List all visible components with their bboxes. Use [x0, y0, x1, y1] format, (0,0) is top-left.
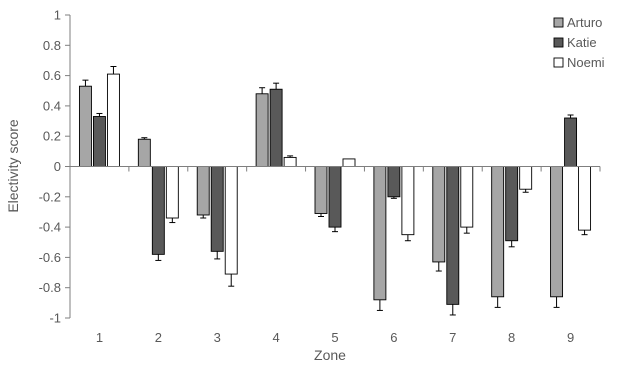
x-tick-label-zone-3: 3	[214, 330, 221, 345]
bar-katie-zone-5	[328, 166, 342, 228]
bar-noemi-zone-3	[224, 166, 238, 275]
legend-label-arturo: Arturo	[567, 15, 602, 30]
x-tick-label-zone-2: 2	[155, 330, 162, 345]
bar-katie-zone-9	[564, 117, 578, 167]
bar-noemi-zone-8	[519, 166, 533, 190]
x-tick-label-zone-6: 6	[390, 330, 397, 345]
x-tick-label-zone-4: 4	[272, 330, 279, 345]
bar-katie-zone-1	[92, 116, 106, 167]
bar-arturo-zone-6	[373, 166, 387, 301]
bar-arturo-zone-7	[432, 166, 446, 263]
legend-swatch-noemi	[553, 57, 564, 68]
y-tick-label: -0.6	[39, 250, 61, 265]
bar-arturo-zone-5	[314, 166, 328, 214]
x-tick-label-zone-8: 8	[508, 330, 515, 345]
axes-layer	[65, 14, 601, 319]
x-tick-label-zone-9: 9	[567, 330, 574, 345]
y-tick-label: -0.4	[39, 220, 61, 235]
bar-katie-zone-8	[505, 166, 519, 242]
bar-arturo-zone-2	[137, 138, 151, 167]
x-axis-title: Zone	[314, 347, 346, 363]
bar-arturo-zone-4	[255, 93, 269, 167]
bar-katie-zone-3	[210, 166, 224, 252]
bar-arturo-zone-3	[196, 166, 210, 216]
bar-noemi-zone-5	[342, 158, 356, 167]
y-tick-label: 0.6	[43, 68, 61, 83]
y-tick-label: 0	[54, 159, 61, 174]
bar-noemi-zone-4	[283, 156, 297, 167]
error-bars-layer	[82, 66, 588, 316]
y-tick-label: -0.2	[39, 189, 61, 204]
legend-swatch-katie	[553, 37, 564, 48]
legend-swatch-arturo	[553, 17, 564, 28]
bar-noemi-zone-1	[106, 73, 120, 167]
bar-arturo-zone-9	[550, 166, 564, 298]
bar-noemi-zone-7	[460, 166, 474, 228]
y-axis-title: Electivity score	[5, 119, 21, 213]
y-tick-label: 1	[54, 8, 61, 23]
x-tick-label-zone-5: 5	[331, 330, 338, 345]
y-tick-label: 0.4	[43, 98, 61, 113]
legend: Arturo Katie Noemi	[553, 15, 605, 70]
legend-label-noemi: Noemi	[567, 55, 605, 70]
tick-labels-layer: 1 0.8 0.6 0.4 0.2 0 -0.2 -0.4 -0.6 -0.8 -1 1 2 3 4 5 6 7 8…	[39, 8, 575, 346]
bar-noemi-zone-6	[401, 166, 415, 236]
x-tick-label-zone-7: 7	[449, 330, 456, 345]
bar-arturo-zone-1	[78, 85, 92, 167]
bar-katie-zone-7	[446, 166, 460, 305]
bar-katie-zone-4	[269, 88, 283, 167]
bar-katie-zone-6	[387, 166, 401, 198]
legend-label-katie: Katie	[567, 35, 597, 50]
bar-noemi-zone-9	[578, 166, 592, 231]
x-tick-label-zone-1: 1	[96, 330, 103, 345]
y-tick-label: -1	[49, 311, 61, 326]
y-tick-label: 0.2	[43, 129, 61, 144]
bar-katie-zone-2	[151, 166, 165, 255]
y-tick-label: 0.8	[43, 38, 61, 53]
bar-arturo-zone-8	[491, 166, 505, 298]
bars-layer	[78, 73, 592, 305]
bar-noemi-zone-2	[165, 166, 179, 219]
y-tick-label: -0.8	[39, 280, 61, 295]
